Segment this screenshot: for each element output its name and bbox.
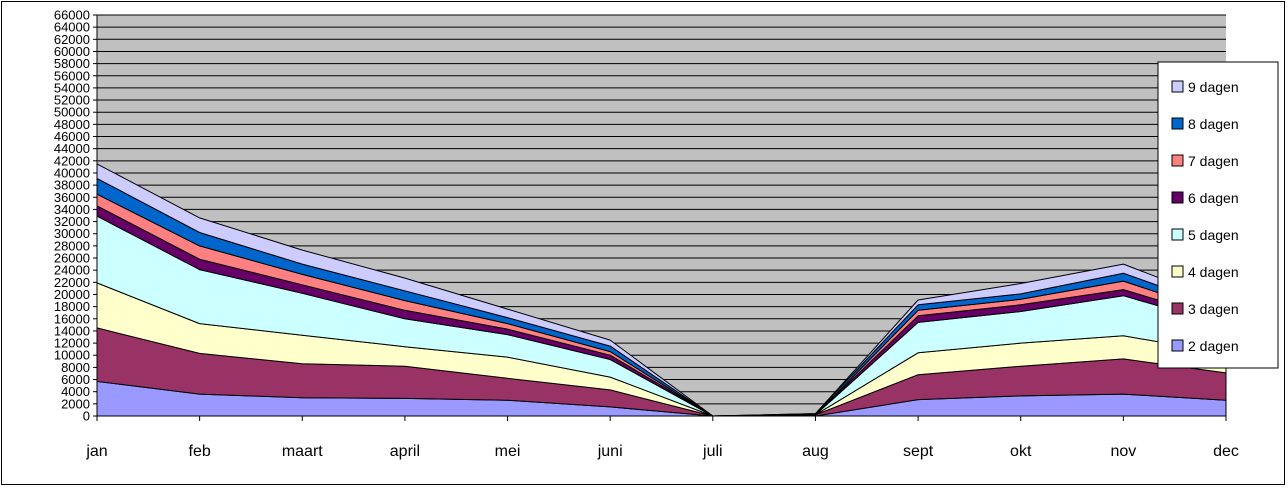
legend-label: 5 dagen xyxy=(1188,227,1239,243)
x-tick-label: nov xyxy=(1110,443,1136,460)
x-tick-label: april xyxy=(390,443,420,460)
y-tick-label: 42000 xyxy=(54,153,90,168)
x-tick-label: mei xyxy=(495,443,521,460)
legend-swatch xyxy=(1171,265,1184,278)
legend-label: 4 dagen xyxy=(1188,264,1239,280)
legend-swatch xyxy=(1171,302,1184,315)
y-tick-label: 34000 xyxy=(54,202,90,217)
legend-label: 6 dagen xyxy=(1188,190,1239,206)
legend: 9 dagen 8 dagen 7 dagen 6 dagen 5 dagen 4 dag… xyxy=(1157,61,1279,369)
y-tick-label: 14000 xyxy=(54,323,90,338)
legend-label: 7 dagen xyxy=(1188,153,1239,169)
y-tick-label: 58000 xyxy=(54,56,90,71)
y-tick-label: 50000 xyxy=(54,105,90,120)
y-tick-label: 8000 xyxy=(61,360,90,375)
y-tick-label: 54000 xyxy=(54,80,90,95)
x-tick-label: maart xyxy=(282,443,323,460)
y-tick-label: 46000 xyxy=(54,129,90,144)
y-tick-label: 66000 xyxy=(54,8,90,23)
legend-label: 2 dagen xyxy=(1188,338,1239,354)
legend-box xyxy=(1157,61,1279,369)
x-tick-label: dec xyxy=(1213,443,1239,460)
legend-swatch xyxy=(1171,154,1184,167)
legend-label: 8 dagen xyxy=(1188,116,1239,132)
legend-swatch xyxy=(1171,117,1184,130)
legend-swatch xyxy=(1171,228,1184,241)
y-tick-label: 10000 xyxy=(54,348,90,363)
y-tick-label: 60000 xyxy=(54,44,90,59)
x-tick-label: feb xyxy=(189,443,211,460)
y-tick-label: 26000 xyxy=(54,251,90,266)
x-tick-label: jan xyxy=(85,443,107,460)
y-tick-label: 30000 xyxy=(54,226,90,241)
legend-swatch xyxy=(1171,80,1184,93)
y-tick-label: 4000 xyxy=(61,384,90,399)
y-tick-label: 16000 xyxy=(54,311,90,326)
y-tick-label: 32000 xyxy=(54,214,90,229)
y-tick-label: 56000 xyxy=(54,68,90,83)
y-tick-label: 20000 xyxy=(54,287,90,302)
y-tick-label: 36000 xyxy=(54,190,90,205)
y-tick-label: 2000 xyxy=(61,396,90,411)
x-tick-label: okt xyxy=(1010,443,1032,460)
y-tick-label: 18000 xyxy=(54,299,90,314)
legend-swatch xyxy=(1171,339,1184,352)
legend-swatch xyxy=(1171,191,1184,204)
x-tick-label: aug xyxy=(802,443,829,460)
x-tick-label: juli xyxy=(702,443,723,460)
x-tick-label: sept xyxy=(903,443,934,460)
y-tick-label: 6000 xyxy=(61,372,90,387)
y-tick-label: 40000 xyxy=(54,165,90,180)
y-tick-label: 44000 xyxy=(54,141,90,156)
y-tick-label: 62000 xyxy=(54,32,90,47)
y-tick-label: 38000 xyxy=(54,178,90,193)
y-tick-label: 28000 xyxy=(54,238,90,253)
y-tick-label: 24000 xyxy=(54,263,90,278)
y-tick-label: 22000 xyxy=(54,275,90,290)
y-tick-label: 12000 xyxy=(54,336,90,351)
y-tick-label: 48000 xyxy=(54,117,90,132)
legend-label: 3 dagen xyxy=(1188,301,1239,317)
y-tick-label: 0 xyxy=(83,409,90,424)
y-tick-label: 52000 xyxy=(54,93,90,108)
x-tick-label: juni xyxy=(597,443,623,460)
legend-label: 9 dagen xyxy=(1188,79,1239,95)
y-tick-label: 64000 xyxy=(54,20,90,35)
